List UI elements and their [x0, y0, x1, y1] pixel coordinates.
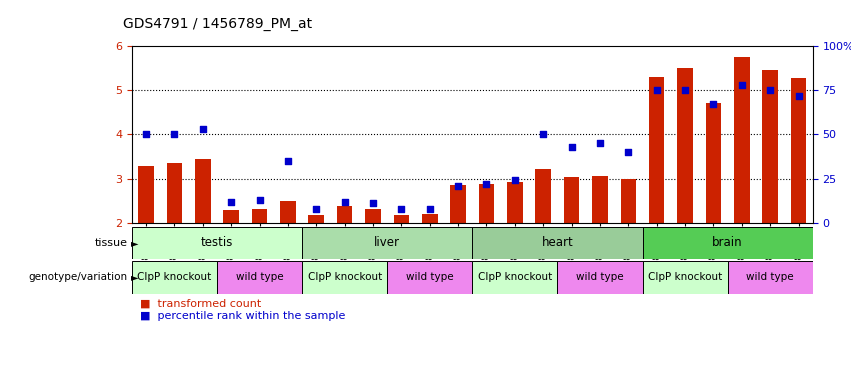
Bar: [387, 261, 472, 294]
Bar: [302, 261, 387, 294]
Bar: [195, 159, 211, 223]
Point: [451, 182, 465, 189]
Point: [536, 131, 550, 137]
Bar: [563, 177, 580, 223]
Bar: [649, 77, 665, 223]
Point: [621, 149, 635, 155]
Point: [678, 87, 692, 93]
Text: heart: heart: [541, 237, 574, 249]
Text: ClpP knockout: ClpP knockout: [137, 272, 212, 283]
Point: [565, 144, 579, 150]
Bar: [167, 163, 182, 223]
Bar: [507, 182, 523, 223]
Text: GDS4791 / 1456789_PM_at: GDS4791 / 1456789_PM_at: [123, 17, 312, 31]
Text: wild type: wild type: [746, 272, 794, 283]
Point: [310, 205, 323, 212]
Point: [650, 87, 664, 93]
Point: [366, 200, 380, 206]
Point: [140, 131, 153, 137]
Text: ►: ►: [131, 272, 139, 283]
Bar: [592, 176, 608, 223]
Bar: [472, 261, 557, 294]
Bar: [535, 169, 551, 223]
Point: [338, 199, 351, 205]
Text: brain: brain: [712, 237, 743, 249]
Point: [168, 131, 181, 137]
Bar: [252, 210, 267, 223]
Bar: [472, 227, 643, 259]
Bar: [762, 70, 778, 223]
Bar: [450, 185, 466, 223]
Bar: [557, 261, 643, 294]
Bar: [217, 261, 302, 294]
Text: ■  percentile rank within the sample: ■ percentile rank within the sample: [140, 311, 346, 321]
Bar: [677, 68, 693, 223]
Point: [735, 82, 749, 88]
Point: [281, 158, 294, 164]
Text: genotype/variation: genotype/variation: [29, 272, 128, 283]
Text: liver: liver: [374, 237, 400, 249]
Bar: [422, 214, 437, 223]
Text: testis: testis: [201, 237, 233, 249]
Bar: [365, 210, 380, 223]
Bar: [478, 184, 494, 223]
Point: [791, 93, 805, 99]
Bar: [791, 78, 807, 223]
Bar: [138, 166, 154, 223]
Bar: [302, 227, 472, 259]
Bar: [132, 227, 302, 259]
Point: [395, 205, 408, 212]
Point: [196, 126, 209, 132]
Bar: [308, 215, 324, 223]
Point: [706, 101, 720, 108]
Text: ClpP knockout: ClpP knockout: [477, 272, 552, 283]
Bar: [728, 261, 813, 294]
Bar: [620, 179, 637, 223]
Text: ■  transformed count: ■ transformed count: [140, 298, 261, 308]
Text: wild type: wild type: [236, 272, 283, 283]
Bar: [337, 206, 352, 223]
Bar: [280, 200, 296, 223]
Bar: [705, 103, 722, 223]
Text: wild type: wild type: [576, 272, 624, 283]
Text: ClpP knockout: ClpP knockout: [648, 272, 722, 283]
Point: [508, 177, 522, 184]
Text: ►: ►: [131, 238, 139, 248]
Point: [253, 197, 266, 203]
Point: [423, 205, 437, 212]
Bar: [734, 57, 750, 223]
Text: tissue: tissue: [94, 238, 128, 248]
Point: [225, 199, 238, 205]
Point: [763, 87, 777, 93]
Point: [480, 181, 494, 187]
Point: [593, 140, 607, 146]
Bar: [643, 261, 728, 294]
Bar: [132, 261, 217, 294]
Text: wild type: wild type: [406, 272, 454, 283]
Bar: [223, 210, 239, 223]
Bar: [393, 215, 409, 223]
Text: ClpP knockout: ClpP knockout: [307, 272, 382, 283]
Bar: [643, 227, 813, 259]
